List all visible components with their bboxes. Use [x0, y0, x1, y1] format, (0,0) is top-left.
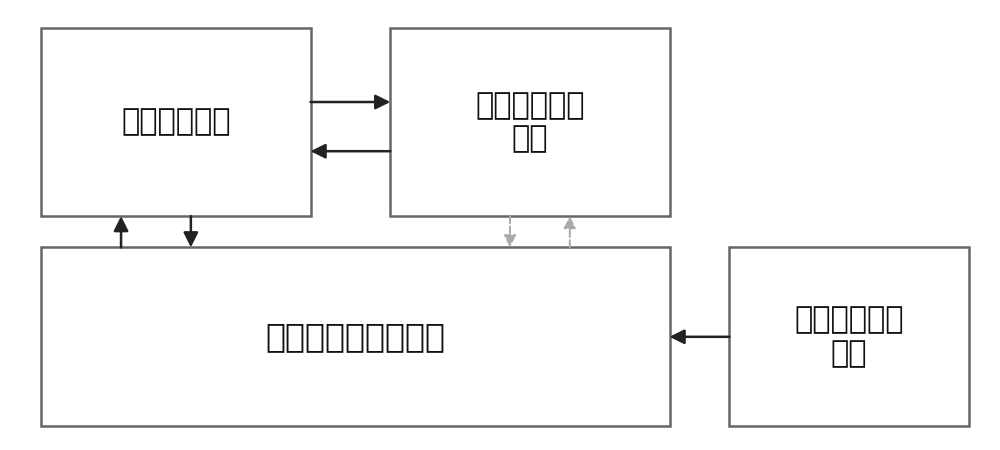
FancyBboxPatch shape	[41, 28, 311, 216]
FancyBboxPatch shape	[41, 248, 670, 426]
Text: 信息采集与分摊模块: 信息采集与分摊模块	[265, 320, 445, 353]
Text: 通断控制模块: 通断控制模块	[121, 108, 231, 137]
FancyBboxPatch shape	[390, 28, 670, 216]
FancyBboxPatch shape	[729, 248, 969, 426]
Text: 室内信息采集
模块: 室内信息采集 模块	[475, 91, 585, 153]
Text: 室外信息采集
模块: 室外信息采集 模块	[794, 306, 904, 368]
